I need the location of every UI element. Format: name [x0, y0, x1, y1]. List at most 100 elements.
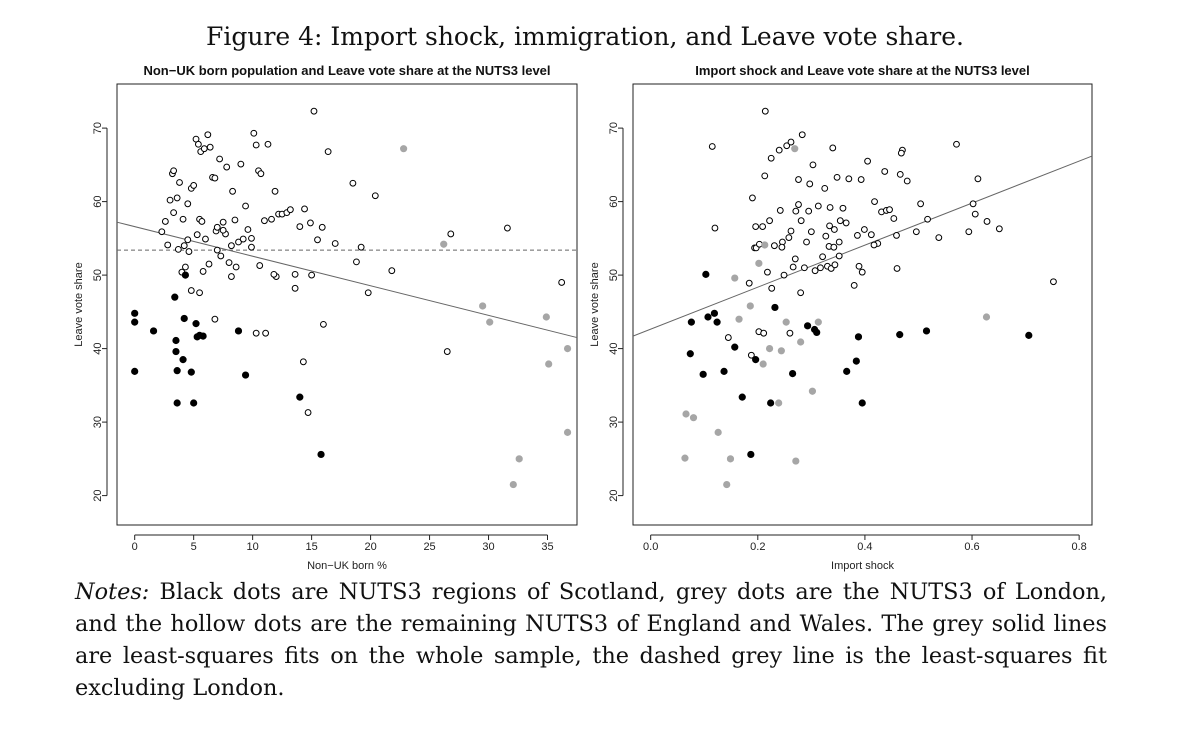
- point-england-wales: [795, 176, 802, 183]
- y-tick-label: 20: [608, 489, 620, 501]
- point-england-wales: [199, 268, 207, 275]
- point-london: [814, 318, 822, 326]
- notes-text: Black dots are NUTS3 regions of Scotland…: [75, 579, 1107, 701]
- point-england-wales: [854, 232, 861, 239]
- point-scotland: [149, 327, 158, 335]
- point-england-wales: [242, 202, 249, 210]
- point-england-wales: [770, 242, 778, 250]
- point-england-wales: [789, 263, 797, 271]
- chart-title: Import shock and Leave vote share at the…: [695, 63, 1030, 78]
- point-scotland: [131, 367, 139, 375]
- point-england-wales: [180, 242, 188, 250]
- point-england-wales: [264, 140, 272, 148]
- point-england-wales: [807, 228, 815, 236]
- point-england-wales: [826, 222, 833, 230]
- point-england-wales: [903, 177, 911, 185]
- y-tick-label: 60: [608, 195, 620, 207]
- point-england-wales: [286, 206, 294, 214]
- point-england-wales: [924, 215, 931, 223]
- point-london: [689, 414, 698, 422]
- plot-frame: [632, 83, 1093, 526]
- point-england-wales: [252, 141, 260, 149]
- point-england-wales: [248, 243, 255, 251]
- point-scotland: [234, 327, 243, 335]
- point-scotland: [922, 327, 931, 335]
- point-england-wales: [995, 225, 1003, 233]
- point-england-wales: [893, 265, 901, 272]
- point-england-wales: [858, 268, 866, 276]
- point-england-wales: [235, 238, 242, 246]
- point-england-wales: [504, 224, 511, 232]
- point-scotland: [172, 336, 180, 345]
- point-london: [765, 345, 774, 353]
- x-tick-label: 20: [364, 541, 376, 553]
- fit-line-whole-sample: [116, 221, 578, 339]
- point-england-wales: [767, 154, 775, 162]
- point-london: [479, 302, 487, 310]
- x-tick-label: 25: [423, 541, 435, 553]
- point-england-wales: [787, 138, 795, 146]
- point-england-wales: [881, 168, 889, 175]
- point-england-wales: [179, 215, 187, 223]
- point-england-wales: [839, 204, 847, 212]
- point-england-wales: [161, 218, 169, 225]
- point-england-wales: [787, 227, 795, 235]
- y-tick-label: 50: [608, 269, 620, 281]
- point-scotland: [199, 332, 207, 340]
- point-england-wales: [237, 160, 245, 168]
- point-england-wales: [724, 334, 732, 341]
- point-england-wales: [184, 200, 192, 208]
- point-scotland: [702, 270, 710, 278]
- point-london: [723, 480, 731, 489]
- point-england-wales: [194, 140, 202, 148]
- point-england-wales: [206, 143, 214, 151]
- point-london: [486, 318, 494, 326]
- x-tick-label: 0.6: [964, 541, 979, 553]
- point-scotland: [173, 367, 181, 375]
- point-london: [797, 338, 805, 346]
- point-england-wales: [388, 267, 396, 275]
- point-england-wales: [831, 261, 839, 269]
- point-england-wales: [193, 231, 201, 239]
- point-england-wales: [225, 259, 233, 267]
- point-england-wales: [228, 242, 235, 250]
- point-england-wales: [953, 140, 960, 148]
- point-england-wales: [786, 329, 794, 337]
- point-scotland: [896, 331, 904, 339]
- point-scotland: [1025, 331, 1033, 339]
- point-england-wales: [780, 271, 788, 279]
- point-england-wales: [250, 129, 258, 137]
- x-tick-label: 35: [541, 541, 553, 553]
- point-england-wales: [320, 320, 327, 328]
- point-london: [761, 241, 769, 249]
- point-england-wales: [797, 217, 805, 225]
- point-england-wales: [248, 234, 255, 242]
- point-scotland: [843, 367, 851, 375]
- point-england-wales: [760, 329, 768, 337]
- point-england-wales: [819, 253, 826, 261]
- point-scotland: [813, 328, 821, 337]
- point-england-wales: [331, 240, 339, 247]
- notes-label: Notes:: [75, 579, 150, 605]
- x-tick-label: 10: [247, 541, 259, 553]
- point-scotland: [720, 367, 728, 375]
- y-axis-label: Leave vote share: [73, 262, 85, 346]
- point-london: [735, 315, 743, 323]
- point-england-wales: [761, 107, 769, 115]
- point-london: [682, 410, 690, 418]
- point-england-wales: [855, 262, 863, 270]
- x-axis-label: Import shock: [831, 560, 894, 572]
- point-london: [775, 399, 783, 407]
- point-england-wales: [291, 284, 299, 292]
- point-england-wales: [257, 170, 265, 178]
- point-england-wales: [184, 236, 192, 244]
- point-england-wales: [304, 409, 312, 416]
- point-london: [791, 145, 799, 153]
- point-london: [982, 313, 991, 321]
- point-england-wales: [244, 226, 252, 233]
- point-england-wales: [357, 243, 365, 251]
- point-england-wales: [1050, 278, 1057, 286]
- y-tick-label: 40: [92, 342, 104, 354]
- point-england-wales: [271, 187, 279, 195]
